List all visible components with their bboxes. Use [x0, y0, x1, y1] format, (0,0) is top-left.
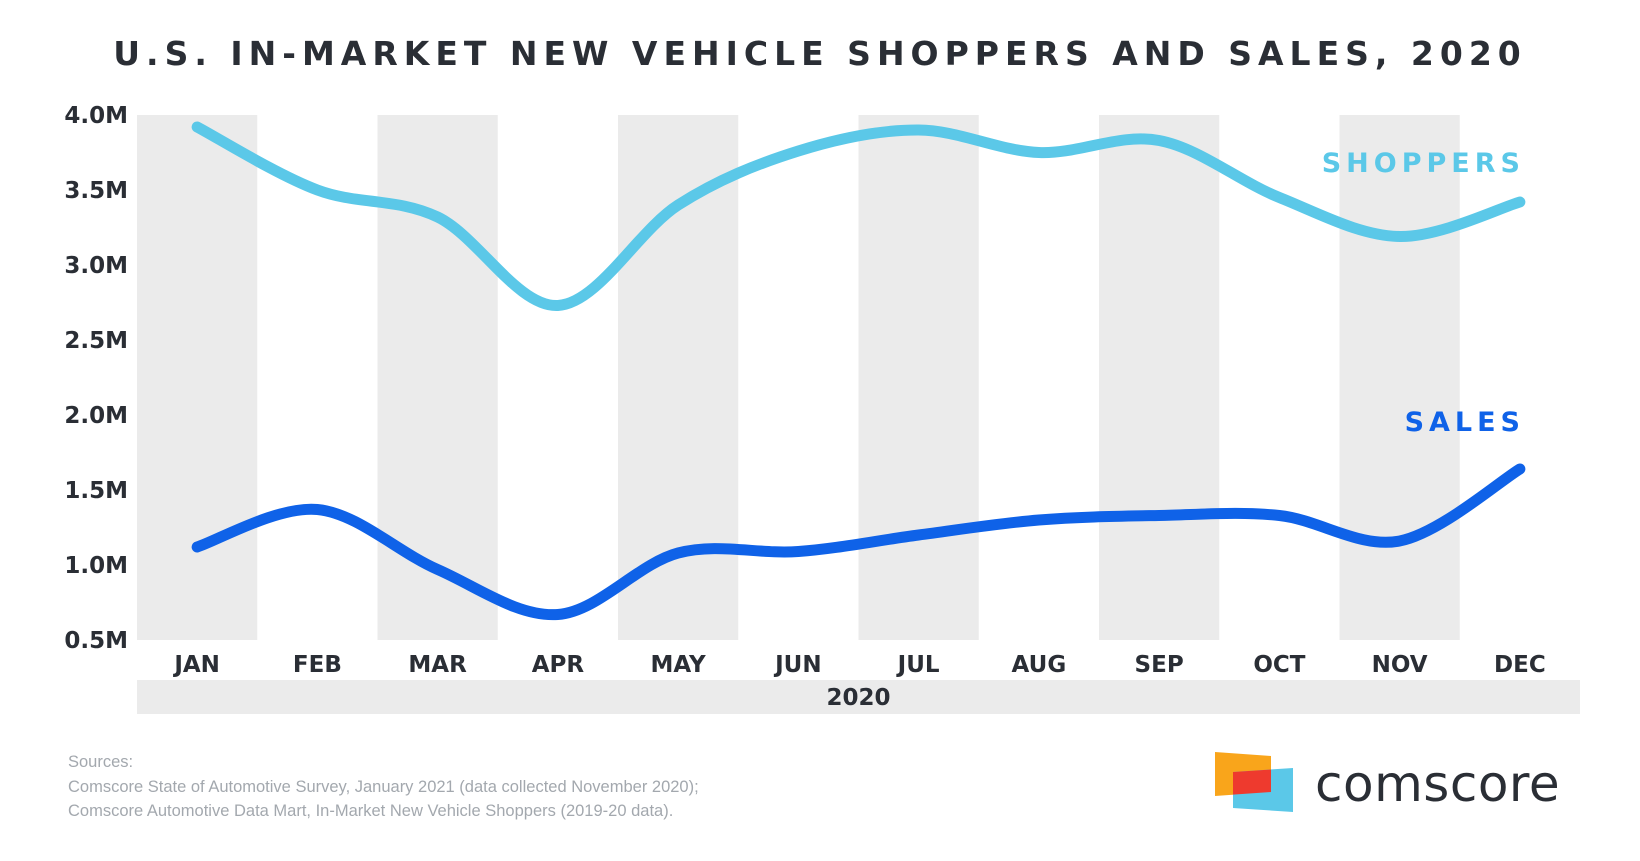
x-tick-label: MAR	[408, 652, 467, 678]
y-tick-label: 3.0M	[64, 253, 128, 279]
month-band	[1339, 115, 1460, 640]
logo-wordmark: comscore	[1315, 755, 1561, 813]
year-band	[137, 680, 1580, 714]
y-axis: 4.0M 3.5M 3.0M 2.5M 2.0M 1.5M 1.0M 0.5M	[64, 103, 128, 654]
x-tick-label: SEP	[1135, 652, 1184, 678]
sources-note: Sources: Comscore State of Automotive Su…	[68, 750, 699, 824]
x-tick-label: AUG	[1012, 652, 1067, 678]
x-tick-label: JUN	[773, 652, 821, 678]
x-tick-label: DEC	[1494, 652, 1546, 678]
source-line-1: Comscore State of Automotive Survey, Jan…	[68, 777, 699, 796]
x-tick-label: OCT	[1253, 652, 1305, 678]
chart-title: U.S. IN-MARKET NEW VEHICLE SHOPPERS AND …	[113, 34, 1527, 73]
x-tick-label: FEB	[293, 652, 342, 678]
y-tick-label: 1.5M	[64, 478, 128, 504]
y-tick-label: 4.0M	[64, 103, 128, 129]
x-group-label: 2020	[826, 685, 890, 711]
series-labels: SHOPPERS SALES	[1322, 148, 1525, 438]
x-tick-label: NOV	[1372, 652, 1428, 678]
series-lines	[191, 121, 1526, 621]
x-tick-label: APR	[532, 652, 585, 678]
month-band	[1099, 115, 1220, 640]
y-tick-label: 3.5M	[64, 178, 128, 204]
month-band	[618, 115, 739, 640]
y-tick-label: 2.0M	[64, 403, 128, 429]
comscore-logo: comscore	[1215, 752, 1595, 818]
x-tick-label: JUL	[896, 652, 940, 678]
x-tick-label: JAN	[172, 652, 220, 678]
x-tick-label: MAY	[651, 652, 706, 678]
series-line-sales	[191, 463, 1526, 621]
month-band	[858, 115, 979, 640]
series-label-shoppers: SHOPPERS	[1322, 148, 1525, 179]
line-chart: 4.0M 3.5M 3.0M 2.5M 2.0M 1.5M 1.0M 0.5M JAN FEB M…	[64, 103, 1580, 714]
series-line-shoppers	[191, 121, 1526, 311]
x-axis: JAN FEB MAR APR MAY JUN JUL AUG SEP OCT NOV DEC	[172, 652, 1545, 678]
y-tick-label: 0.5M	[64, 628, 128, 654]
sources-heading: Sources:	[68, 753, 134, 771]
source-line-2: Comscore Automotive Data Mart, In-Market…	[68, 802, 674, 820]
series-label-sales: SALES	[1405, 407, 1525, 438]
month-band	[377, 115, 498, 640]
y-tick-label: 2.5M	[64, 328, 128, 354]
y-tick-label: 1.0M	[64, 553, 128, 579]
comscore-logo-icon	[1215, 752, 1293, 812]
month-band	[137, 115, 258, 640]
